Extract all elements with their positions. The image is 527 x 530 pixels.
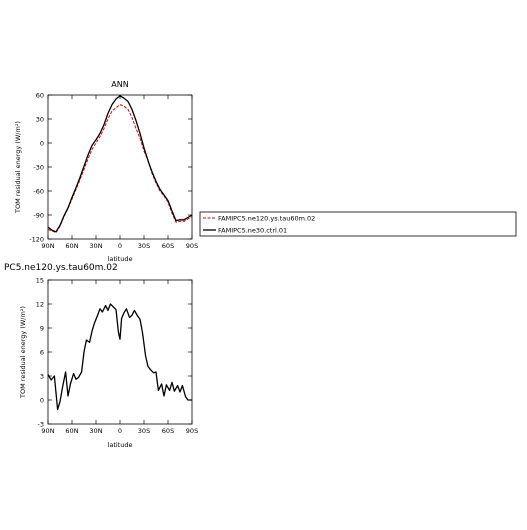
x-tick-label: 30N [89,427,102,435]
y-axis-ticks: -120 -90 -60 -30 0 30 60 [29,91,192,243]
chart-difference: PC5.ne120.ys.tau60m.02 90N 60N 30N 0 30S 60S 9… [4,263,198,449]
y-tick-label: 0 [40,396,44,404]
legend-box [199,211,517,237]
x-tick-label: 30S [138,242,150,250]
chart-title: PC5.ne120.ys.tau60m.02 [4,263,118,273]
series-line-2 [47,95,193,233]
x-tick-label: 60S [162,242,174,250]
y-tick-label: -90 [33,211,44,219]
plot-frame [47,94,193,240]
series-line-1 [47,303,192,411]
series-line-1 [47,104,193,234]
plot-frame [47,279,193,425]
x-axis-label: latitude [108,255,133,263]
x-tick-label: 90S [186,242,198,250]
y-axis-label: TOM residual energy (W/m²) [14,121,22,214]
y-tick-label: 0 [40,139,44,147]
y-tick-label: -120 [29,235,44,243]
x-tick-label: 90N [41,242,54,250]
legend-label-series-1: FAMIPC5.ne120.ys.tau60m.02 [218,215,315,223]
legend: FAMIPC5.ne120.ys.tau60m.02 FAMIPC5.ne30.… [199,211,517,237]
y-tick-label: 12 [36,300,44,308]
chart-annual-mean: ANN 90N 60N 30N 0 30S 60S 90S -120 -90 -60 -30 0 30… [14,80,198,263]
y-tick-label: 15 [36,276,44,284]
y-tick-label: -60 [33,187,44,195]
series-lines [47,95,193,234]
y-tick-label: 6 [40,348,44,356]
x-tick-label: 60N [65,427,78,435]
x-axis-ticks: 90N 60N 30N 0 30S 60S 90S [41,280,198,435]
x-tick-label: 60N [65,242,78,250]
x-tick-label: 30N [89,242,102,250]
y-tick-label: 30 [36,115,44,123]
y-axis-ticks: -3 0 3 6 9 12 15 [36,276,192,428]
chart-title: ANN [111,80,128,89]
x-tick-label: 0 [118,242,122,250]
x-tick-label: 30S [138,427,150,435]
y-tick-label: 3 [40,372,44,380]
y-tick-label: 9 [40,324,44,332]
x-axis-label: latitude [108,441,133,449]
legend-label-series-2: FAMIPC5.ne30.ctrl.01 [218,227,287,235]
x-tick-label: 0 [118,427,122,435]
y-axis-label: TOM residual energy (W/m²) [19,306,27,399]
x-tick-label: 90S [186,427,198,435]
y-tick-label: -3 [38,420,44,428]
series-lines [47,303,192,411]
y-tick-label: -30 [33,163,44,171]
x-tick-label: 60S [162,427,174,435]
x-tick-label: 90N [41,427,54,435]
x-axis-ticks: 90N 60N 30N 0 30S 60S 90S [41,95,198,250]
y-tick-label: 60 [36,91,44,99]
